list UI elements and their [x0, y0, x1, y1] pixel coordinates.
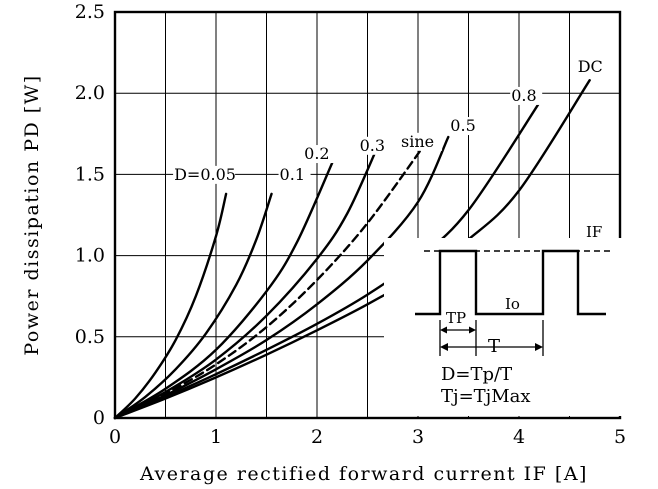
tick-labels: 0 1 2 3 4 5 0 0.5 1.0 1.5 2.0 2.5: [75, 1, 626, 448]
series-lines: [113, 79, 591, 420]
tj-equation: Tj=TjMax: [441, 386, 531, 407]
series-label-background: [510, 86, 543, 105]
series-label-background: [173, 165, 236, 184]
x-tick-label: 1: [210, 426, 222, 448]
series-label: D=0.05: [174, 165, 236, 184]
series-label: 0.1: [280, 165, 305, 184]
inset-t-label: T: [488, 336, 500, 357]
series-line-0-5: [113, 135, 450, 420]
t-arrowhead-right: [535, 343, 543, 351]
y-axis-label: Power dissipation PD [W]: [21, 74, 43, 355]
series-line-0-2: [113, 161, 334, 420]
inset-tp-label: TP: [446, 309, 466, 327]
series-label: 0.2: [304, 144, 329, 163]
x-tick-label: 4: [513, 426, 525, 448]
series-label: 0.8: [511, 86, 536, 105]
series-label-background: [449, 117, 482, 136]
series-line-sine: [113, 145, 425, 420]
series-label-background: [278, 165, 311, 184]
series-label: sine: [401, 132, 434, 151]
series-label-background: [303, 145, 336, 164]
tp-arrowhead-left: [440, 326, 447, 334]
waveform-inset: IF TP Io T D=Tp/T Tj=TjMax: [384, 223, 624, 416]
series-labels: D=0.05 0.1 0.2 0.3 sine 0.5 0.8 DC: [173, 57, 603, 184]
series-line-0-3: [113, 145, 379, 420]
series-line-0-8: [113, 101, 541, 420]
t-arrowhead-left: [440, 343, 448, 351]
pulse-waveform: [415, 249, 606, 316]
series-label: 0.5: [450, 116, 475, 135]
y-tick-label: 0: [93, 407, 105, 429]
y-tick-label: 2.5: [75, 1, 105, 23]
tp-arrowhead-right: [469, 326, 476, 334]
x-tick-label: 2: [311, 426, 323, 448]
inset-if-label: IF: [586, 223, 602, 241]
y-tick-label: 1.0: [75, 245, 105, 267]
series-label-background: [400, 132, 443, 151]
series-line-0-1: [113, 192, 273, 420]
series-line-dc: [113, 79, 591, 420]
series-label: DC: [578, 57, 603, 76]
x-tick-label: 0: [109, 426, 121, 448]
series-label-background: [576, 58, 599, 77]
inset-background: [384, 238, 624, 416]
duty-equation: D=Tp/T: [441, 364, 512, 385]
plot-frame: [113, 10, 622, 420]
y-tick-label: 0.5: [75, 326, 105, 348]
x-tick-label: 5: [614, 426, 626, 448]
x-tick-label: 3: [412, 426, 424, 448]
series-label: 0.3: [360, 136, 385, 155]
series-label-background: [358, 136, 391, 155]
inset-io-label: Io: [505, 295, 520, 313]
y-tick-label: 2.0: [75, 82, 105, 104]
x-axis-label: Average rectified forward current IF [A]: [139, 463, 588, 485]
series-line-d-0-05: [113, 192, 228, 420]
y-tick-label: 1.5: [75, 163, 105, 185]
